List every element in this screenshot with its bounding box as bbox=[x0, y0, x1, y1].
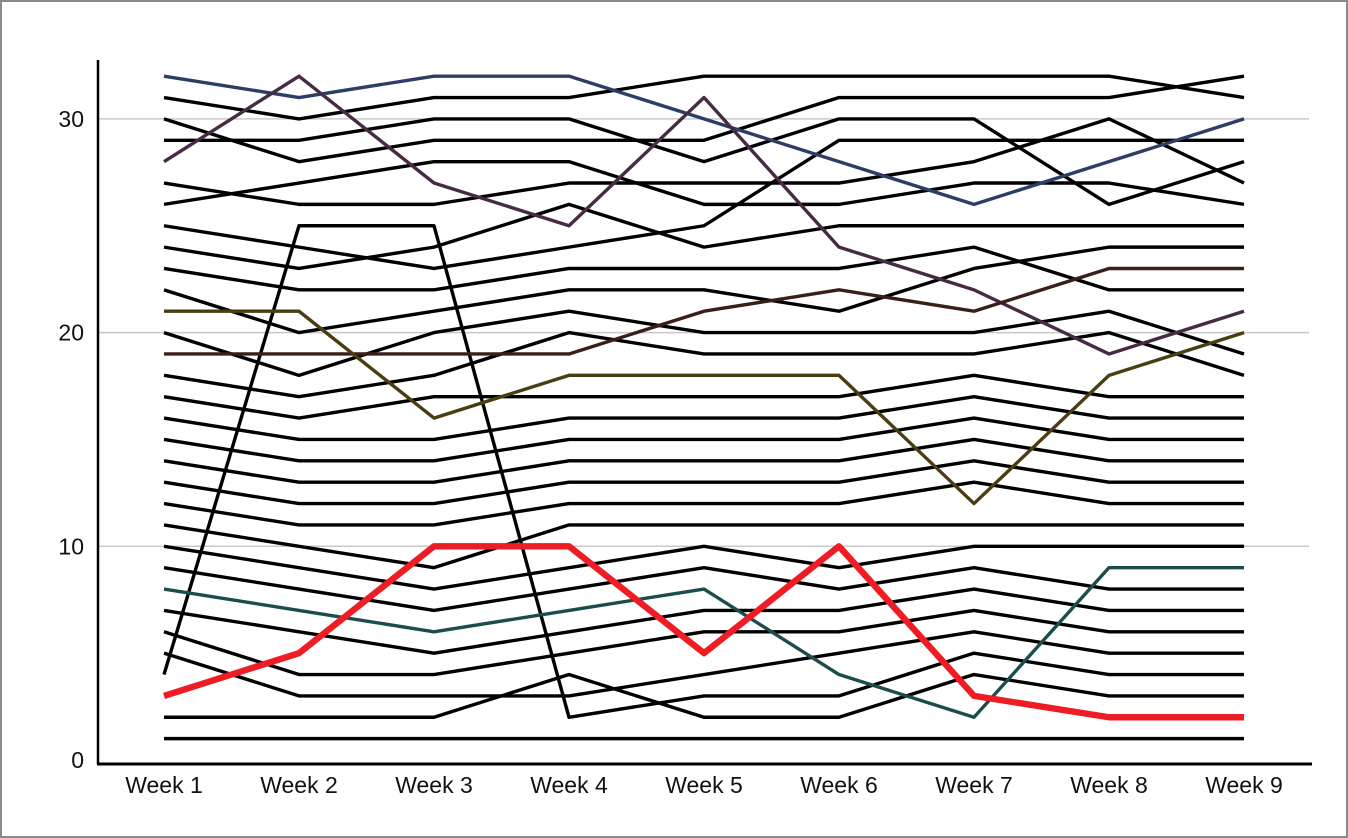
series-line-black-03 bbox=[164, 117, 1245, 207]
series-line-black-19 bbox=[163, 544, 1244, 591]
series-line-black-15 bbox=[163, 437, 1244, 484]
x-axis-label: Week 4 bbox=[530, 772, 608, 798]
series-line-black-21 bbox=[163, 587, 1244, 655]
x-axis-label: Week 9 bbox=[1205, 772, 1283, 798]
y-axis-tick-label: 20 bbox=[58, 320, 84, 346]
x-axis-label: Week 2 bbox=[260, 772, 338, 798]
series-line-black-04 bbox=[163, 117, 1245, 207]
x-axis-label: Week 5 bbox=[665, 772, 743, 798]
y-axis-tick-label: 10 bbox=[58, 533, 84, 559]
series-line-navy bbox=[163, 74, 1245, 207]
series-line-black-17 bbox=[163, 480, 1244, 527]
series-line-black-16 bbox=[163, 459, 1244, 506]
series-line-black-06 bbox=[163, 138, 1244, 271]
series-line-black-20 bbox=[163, 565, 1244, 613]
series-line-black-12 bbox=[163, 373, 1244, 420]
x-axis-label: Week 3 bbox=[395, 772, 473, 798]
y-axis-tick-label: 30 bbox=[58, 106, 84, 132]
series-line-black-09 bbox=[163, 245, 1244, 335]
series-line-black-08 bbox=[163, 245, 1244, 292]
x-axis-label: Week 6 bbox=[800, 772, 878, 798]
series-line-black-24 bbox=[162, 224, 1244, 719]
x-axis-label: Week 7 bbox=[935, 772, 1013, 798]
series-line-black-23 bbox=[163, 630, 1244, 698]
series-line-black-14 bbox=[163, 416, 1244, 463]
series-line-black-07 bbox=[163, 202, 1244, 271]
highlight-line bbox=[163, 543, 1244, 721]
series-line-black-22 bbox=[163, 608, 1244, 677]
x-axis-label: Week 8 bbox=[1070, 772, 1148, 798]
series-line-black-18 bbox=[163, 523, 1244, 570]
x-axis-label: Week 1 bbox=[125, 772, 203, 798]
series-line-black-10 bbox=[163, 309, 1245, 378]
y-axis-tick-label: 0 bbox=[71, 747, 84, 773]
series-line-black-13 bbox=[163, 395, 1244, 442]
series-line-plum bbox=[163, 74, 1245, 356]
series-line-black-11 bbox=[163, 330, 1245, 399]
series-line-darkbrown bbox=[164, 266, 1244, 356]
series-line-olive bbox=[164, 309, 1245, 506]
series-line-black-02 bbox=[163, 74, 1245, 164]
series-line-black-25 bbox=[164, 672, 1244, 719]
series-line-black-05 bbox=[163, 159, 1245, 207]
